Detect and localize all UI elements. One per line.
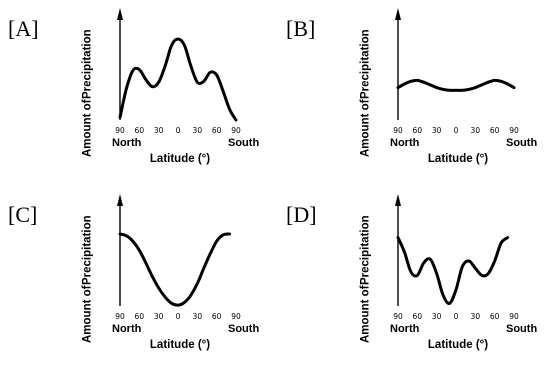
- x-axis-label-c: Latitude (°): [149, 339, 211, 351]
- panel-d: [D] Amount of Precipitation 90 60 30 0 30 60 90 No…: [278, 186, 556, 372]
- precipitation-curve-a: [118, 37, 238, 122]
- x-tick-label: 0: [454, 312, 459, 321]
- x-tick-label: 60: [135, 312, 145, 321]
- panel-label-d: [D]: [286, 202, 317, 227]
- y-axis-arrow-icon: [117, 194, 123, 206]
- x-tick-label: 90: [231, 312, 241, 321]
- chart-svg-d: 90 60 30 0 30 60 90: [393, 194, 519, 321]
- x-tick-label: 30: [154, 126, 164, 135]
- chart-svg-c: 90 60 30 0 30 60 90: [115, 194, 241, 321]
- x-label-north-b: North: [390, 137, 420, 149]
- x-tick-label: 60: [212, 312, 222, 321]
- x-tick-label: 30: [471, 126, 481, 135]
- x-tick-label: 30: [471, 312, 481, 321]
- x-tick-label: 30: [432, 312, 442, 321]
- x-tick-label: 30: [432, 126, 442, 135]
- y-axis-arrow-icon: [395, 194, 401, 206]
- x-tick-label: 90: [393, 312, 403, 321]
- panel-a: [A] Amount of Precipitation 90 60 30 0 30 60 90 No…: [0, 0, 278, 186]
- x-tick-label: 60: [490, 312, 500, 321]
- panel-label-a: [A]: [8, 16, 39, 41]
- precipitation-curve-b: [396, 78, 516, 92]
- x-label-north-c: North: [112, 323, 142, 335]
- x-tick-label: 0: [454, 126, 459, 135]
- x-axis-label-d: Latitude (°): [427, 339, 489, 351]
- x-tick-label: 0: [176, 312, 181, 321]
- x-tick-label: 30: [154, 312, 164, 321]
- x-tick-label: 60: [135, 126, 145, 135]
- x-tick-label: 90: [393, 126, 403, 135]
- panel-c: [C] Amount of Precipitation 90 60 30 0 30 60 90 No…: [0, 186, 278, 372]
- x-tick-label: 60: [413, 126, 423, 135]
- x-label-south-d: South: [506, 323, 538, 335]
- x-tick-label: 60: [413, 312, 423, 321]
- y-axis-arrow-icon: [395, 8, 401, 20]
- x-tick-label: 90: [231, 126, 241, 135]
- x-tick-label: 60: [490, 126, 500, 135]
- precipitation-curve-c: [118, 232, 232, 307]
- y-axis-arrow-icon: [117, 8, 123, 20]
- x-tick-label: 90: [509, 312, 519, 321]
- panel-b: [B] Amount of Precipitation 90 60 30 0 30 60 90 No…: [278, 0, 556, 186]
- x-tick-label: 30: [193, 126, 203, 135]
- x-tick-label: 30: [193, 312, 203, 321]
- x-tick-label: 90: [509, 126, 519, 135]
- chart-svg-b: 90 60 30 0 30 60 90: [393, 8, 519, 135]
- x-tick-label: 0: [176, 126, 181, 135]
- x-axis-label-b: Latitude (°): [427, 153, 489, 165]
- x-label-north-a: North: [112, 137, 142, 149]
- panel-label-c: [C]: [8, 202, 38, 227]
- x-tick-label: 90: [115, 126, 125, 135]
- precipitation-curve-d: [396, 236, 510, 305]
- panel-label-b: [B]: [286, 16, 316, 41]
- x-label-south-b: South: [506, 137, 538, 149]
- x-tick-label: 90: [115, 312, 125, 321]
- x-axis-label-a: Latitude (°): [149, 153, 211, 165]
- x-tick-label: 60: [212, 126, 222, 135]
- x-label-south-a: South: [228, 137, 260, 149]
- x-label-north-d: North: [390, 323, 420, 335]
- x-label-south-c: South: [228, 323, 260, 335]
- chart-svg-a: 90 60 30 0 30 60 90: [115, 8, 241, 135]
